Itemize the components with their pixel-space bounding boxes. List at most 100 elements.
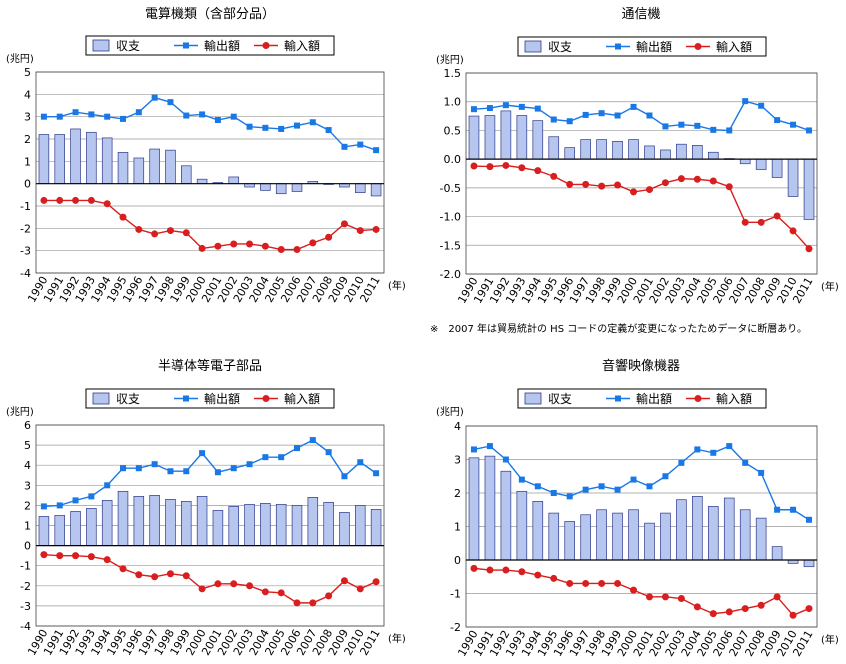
y-tick-label: -2.0 (440, 268, 461, 281)
legend-exports-label: 輸出額 (636, 39, 672, 54)
balance-bar (181, 501, 192, 546)
exports-point (262, 454, 269, 461)
imports-point (261, 242, 269, 250)
exports-point (518, 476, 525, 483)
balance-bar (500, 110, 512, 160)
balance-bar (548, 136, 560, 160)
exports-point (88, 493, 95, 500)
exports-point (40, 503, 47, 510)
exports-point (662, 473, 669, 480)
exports-point (790, 121, 797, 128)
y-tick-label: 0 (24, 178, 31, 191)
balance-bar (628, 139, 639, 160)
legend: 収支 輸出額 輸入額 (85, 35, 335, 56)
y-tick-label: -2 (20, 222, 31, 235)
exports-line (43, 439, 377, 508)
imports-point (757, 218, 765, 226)
imports-point (277, 589, 285, 597)
balance-bar (676, 143, 687, 160)
legend-frame (517, 36, 767, 57)
exports-point (167, 99, 174, 106)
exports-point (373, 470, 380, 477)
balance-bar (228, 176, 239, 185)
exports-point (630, 476, 637, 483)
imports-point (166, 570, 174, 578)
exports-point (325, 127, 332, 134)
balance-bar (787, 158, 799, 197)
y-tick-label: 0 (24, 540, 31, 553)
imports-point (534, 167, 542, 175)
y-tick-label: 5 (24, 66, 31, 79)
y-tick-label: -3 (20, 245, 31, 258)
exports-point (758, 102, 765, 109)
y-tick-label: -1 (450, 588, 461, 601)
exports-point (774, 506, 781, 513)
exports-point (694, 122, 701, 129)
balance-bar (149, 148, 160, 185)
exports-point (566, 118, 573, 125)
y-tick-label: 0.0 (444, 153, 462, 166)
exports-point (534, 483, 541, 490)
x-axis-unit: (年) (388, 632, 406, 645)
legend-imports-marker (694, 43, 702, 50)
imports-point (103, 200, 111, 208)
y-tick-label: 4 (454, 420, 461, 433)
imports-point (805, 245, 813, 253)
imports-point (709, 610, 717, 618)
imports-point (677, 175, 685, 183)
y-tick-label: -4 (20, 267, 31, 280)
exports-point (278, 125, 285, 132)
balance-bar (660, 149, 671, 160)
imports-point (40, 196, 48, 204)
legend-balance-swatch (92, 392, 110, 405)
exports-point (151, 94, 158, 101)
imports-point (773, 212, 781, 220)
legend-balance-label: 収支 (116, 392, 140, 406)
x-axis-unit: (年) (388, 279, 406, 292)
imports-point (566, 579, 574, 587)
imports-point (261, 588, 269, 596)
legend-exports-marker (183, 395, 189, 402)
exports-point (246, 461, 253, 468)
balance-bar (307, 497, 319, 546)
y-tick-label: 3 (24, 479, 31, 492)
exports-point (614, 112, 621, 119)
chart-title: 半導体等電子部品 (158, 358, 262, 374)
balance-bar (484, 115, 496, 160)
exports-point (357, 141, 364, 148)
exports-line (43, 96, 377, 151)
balance-bar (370, 509, 382, 546)
imports-point (119, 565, 127, 573)
balance-bar (165, 499, 176, 546)
exports-point (678, 121, 685, 128)
imports-point (598, 182, 606, 190)
exports-line (473, 445, 810, 521)
imports-point (246, 582, 254, 590)
exports-point (230, 465, 237, 472)
legend-exports-label: 輸出額 (204, 38, 240, 53)
exports-point (710, 449, 717, 456)
imports-point (72, 552, 80, 560)
balance-bar (707, 506, 719, 561)
exports-point (199, 111, 206, 118)
imports-line (43, 553, 377, 604)
legend-balance-swatch (524, 40, 542, 53)
exports-point (325, 449, 332, 456)
balance-bar (38, 516, 50, 546)
exports-point (790, 506, 797, 513)
balance-bar (564, 147, 576, 160)
exports-point (550, 490, 557, 496)
y-tick-label: 0.5 (444, 124, 462, 137)
exports-point (56, 502, 63, 509)
imports-point (56, 196, 64, 204)
balance-bar (86, 131, 97, 185)
balance-bar (564, 521, 576, 561)
imports-point (198, 244, 206, 252)
imports-point (293, 246, 301, 254)
imports-point (757, 601, 765, 609)
imports-point (214, 580, 222, 588)
balance-bar (70, 511, 81, 546)
balance-bar (86, 508, 97, 546)
imports-point (614, 579, 622, 587)
